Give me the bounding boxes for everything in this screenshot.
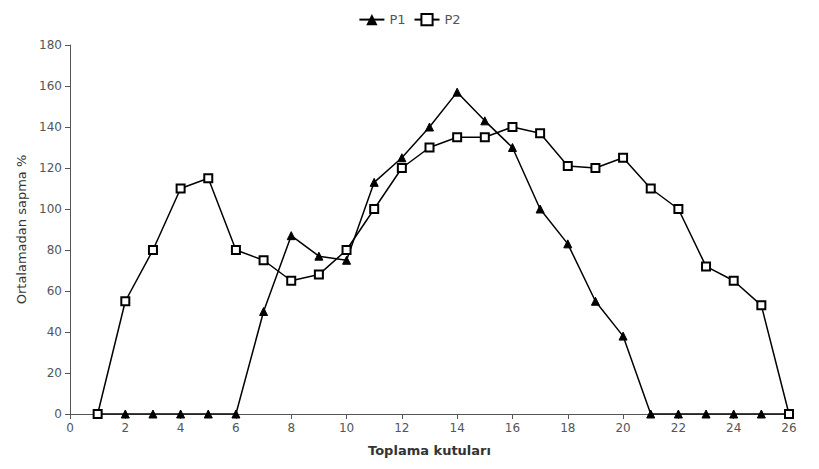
- svg-text:18: 18: [560, 421, 575, 435]
- svg-text:22: 22: [671, 421, 686, 435]
- svg-text:120: 120: [39, 161, 62, 175]
- svg-text:160: 160: [39, 79, 62, 93]
- svg-text:100: 100: [39, 202, 62, 216]
- svg-text:12: 12: [394, 421, 409, 435]
- svg-text:P2: P2: [445, 12, 461, 27]
- svg-text:80: 80: [47, 243, 62, 257]
- svg-text:10: 10: [339, 421, 354, 435]
- svg-text:6: 6: [232, 421, 240, 435]
- svg-text:20: 20: [615, 421, 630, 435]
- svg-text:8: 8: [287, 421, 295, 435]
- svg-text:180: 180: [39, 38, 62, 52]
- svg-text:20: 20: [47, 366, 62, 380]
- svg-text:Toplama kutuları: Toplama kutuları: [368, 443, 491, 458]
- svg-text:24: 24: [726, 421, 741, 435]
- svg-text:26: 26: [781, 421, 796, 435]
- svg-text:2: 2: [121, 421, 129, 435]
- svg-text:40: 40: [47, 325, 62, 339]
- svg-text:60: 60: [47, 284, 62, 298]
- svg-text:14: 14: [450, 421, 465, 435]
- svg-text:Ortalamadan sapma %: Ortalamadan sapma %: [14, 155, 29, 305]
- svg-text:16: 16: [505, 421, 520, 435]
- svg-text:0: 0: [54, 407, 62, 421]
- svg-text:P1: P1: [389, 12, 405, 27]
- svg-text:4: 4: [177, 421, 185, 435]
- svg-text:0: 0: [66, 421, 74, 435]
- svg-text:140: 140: [39, 120, 62, 134]
